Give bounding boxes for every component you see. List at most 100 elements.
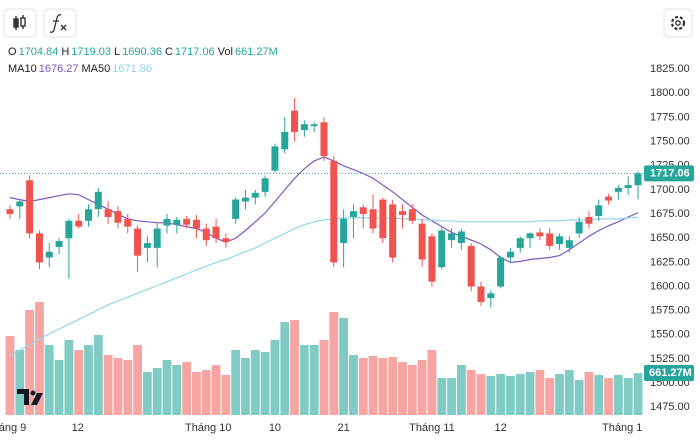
last-price-label: 1717.06 xyxy=(650,167,690,179)
volume-bar xyxy=(476,374,486,415)
volume-bar xyxy=(456,365,466,415)
volume-bar xyxy=(339,318,349,415)
volume-bar xyxy=(555,374,564,415)
candle-body xyxy=(624,185,632,188)
candle-body xyxy=(242,197,249,202)
legend-key: Vol xyxy=(217,46,233,58)
volume-bar xyxy=(594,374,604,415)
ohlc-row: O 1704.84 H 1719.03 L 1690.36 C 1717.06 Vol 661.2… xyxy=(8,44,281,61)
legend-key: O xyxy=(8,46,17,58)
fx-icon xyxy=(49,14,67,33)
candle-body xyxy=(55,241,63,247)
volume-bar xyxy=(378,358,388,415)
ma-row: MA10 1676.27 MA50 1671.86 xyxy=(8,61,281,78)
candle-body xyxy=(251,192,259,198)
volume-bar xyxy=(44,345,54,415)
volume-bar xyxy=(35,302,44,415)
plot-area: Tháng 9 12 Tháng 10 10 21 Tháng 11 12 Tháng 12 xyxy=(0,98,648,434)
gear-center xyxy=(675,20,681,26)
candle-body xyxy=(114,211,122,223)
volume-bar xyxy=(427,350,437,415)
chart-type-button[interactable] xyxy=(3,8,37,38)
y-tick-label: 1475.00 xyxy=(650,401,690,413)
volume-bar xyxy=(250,350,260,415)
candle-body xyxy=(104,209,112,217)
legend-value: 1690.36 xyxy=(122,46,162,58)
volume-bar xyxy=(447,378,456,415)
volume-bar xyxy=(407,365,417,415)
candle-body xyxy=(192,219,200,229)
volume-bar xyxy=(211,365,221,415)
candle-body xyxy=(94,191,102,210)
candle-body xyxy=(408,209,416,221)
last-price-box xyxy=(644,165,694,182)
candle-body xyxy=(143,243,151,248)
volume-bar xyxy=(74,350,84,415)
candle-body xyxy=(232,199,240,219)
volume-bar xyxy=(133,345,142,415)
candle-body xyxy=(75,220,83,227)
volume-bar xyxy=(368,355,378,415)
volume-bar xyxy=(142,371,152,415)
candle-body xyxy=(369,209,377,229)
legend-value: 1719.03 xyxy=(71,46,112,58)
x-tick-label: Tháng 12 xyxy=(602,422,648,434)
volume-bar xyxy=(604,378,613,415)
x-tick-label: 12 xyxy=(495,422,507,434)
ma-line xyxy=(9,216,639,357)
volume-bar xyxy=(515,374,525,415)
candle-icon xyxy=(13,15,26,30)
gear-icon xyxy=(670,15,686,31)
tradingview-logo xyxy=(17,389,43,405)
volume-bar xyxy=(15,350,25,415)
volume-bar xyxy=(319,339,329,415)
candle-body xyxy=(85,209,92,221)
candle-body xyxy=(173,219,181,225)
volume-bar xyxy=(486,375,496,415)
volume-label-box xyxy=(644,364,694,381)
candle-body xyxy=(212,226,220,239)
legend-value: 661.27M xyxy=(234,46,278,58)
volume-bar xyxy=(613,374,623,415)
candle-body xyxy=(202,228,210,241)
legend-series-name: MA10 xyxy=(8,63,37,75)
volume-bar xyxy=(506,375,515,415)
volume-bar xyxy=(290,320,299,415)
legend-value: 1704.84 xyxy=(18,46,59,58)
candle-body xyxy=(418,223,426,260)
candle-body xyxy=(487,293,495,299)
y-tick-label: 1675.00 xyxy=(650,208,690,220)
x-tick-label: Tháng 9 xyxy=(0,422,26,434)
volume-bar xyxy=(564,370,574,415)
ma-line xyxy=(9,156,639,264)
candle-body xyxy=(536,232,544,237)
candle-body xyxy=(65,220,73,239)
candle-body xyxy=(526,233,534,239)
y-tick-label: 1750.00 xyxy=(650,136,690,148)
y-tick-label: 1825.00 xyxy=(650,63,690,75)
indicator-button[interactable] xyxy=(43,8,77,38)
candle-body xyxy=(45,251,53,258)
settings-button[interactable] xyxy=(663,8,693,38)
candle-body xyxy=(497,257,505,287)
legend: O 1704.84 H 1719.03 L 1690.36 C 1717.06 Vol 661.2… xyxy=(8,44,281,78)
volume-bar xyxy=(398,362,407,415)
candle-body xyxy=(222,238,230,243)
candle-body xyxy=(448,233,456,241)
y-tick-label: 1700.00 xyxy=(650,184,690,196)
volume-bar xyxy=(633,372,643,415)
candle-body xyxy=(595,205,603,216)
candle-body xyxy=(399,211,406,216)
candle-body xyxy=(330,160,338,263)
legend-series-name: MA50 xyxy=(81,63,111,75)
candle-body xyxy=(575,221,583,234)
volume-bar xyxy=(123,359,133,415)
volume-bar xyxy=(54,359,64,415)
x-tick-label: Tháng 11 xyxy=(409,422,455,434)
x-tick-label: Tháng 10 xyxy=(185,422,231,434)
candle-body xyxy=(26,180,34,234)
volume-bar xyxy=(113,358,123,415)
volume-bar xyxy=(182,362,192,415)
candle-body xyxy=(35,233,43,263)
